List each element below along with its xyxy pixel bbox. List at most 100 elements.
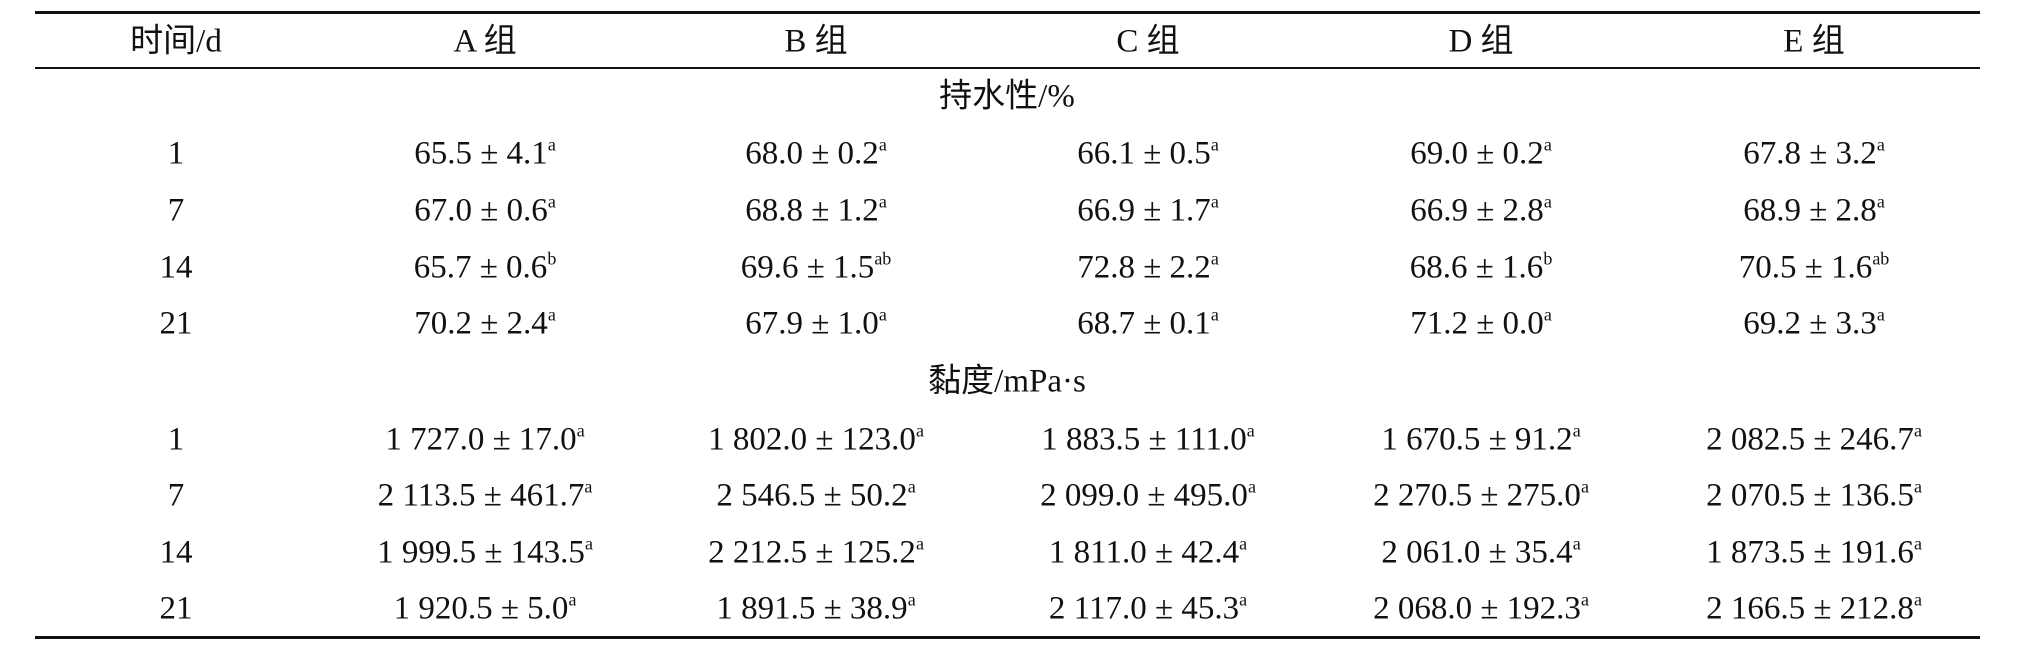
significance-letter: a	[1543, 304, 1552, 325]
significance-letter: a	[1580, 476, 1589, 497]
significance-letter: a	[1913, 476, 1922, 497]
value-text: 70.2 ± 2.4	[414, 305, 548, 342]
significance-letter: a	[1572, 533, 1581, 554]
value-text: 68.9 ± 2.8	[1743, 192, 1877, 229]
value-text: 1 873.5 ± 191.6	[1706, 534, 1914, 571]
value-text: 71.2 ± 0.0	[1410, 305, 1544, 342]
value-text: 70.5 ± 1.6	[1738, 249, 1873, 286]
value-cell: 2 082.5 ± 246.7a	[1706, 420, 1922, 458]
value-cell: 1 802.0 ± 123.0a	[708, 420, 924, 458]
value-cell: 68.8 ± 1.2a	[745, 191, 887, 229]
significance-letter: a	[878, 191, 887, 212]
value-text: 2 082.5 ± 246.7	[1706, 421, 1914, 458]
value-cell: 2 212.5 ± 125.2a	[708, 533, 924, 570]
significance-letter: a	[568, 589, 577, 610]
section-title: 持水性/%	[939, 78, 1075, 115]
header-cell: A 组	[453, 23, 517, 60]
header-cell: C 组	[1116, 23, 1180, 60]
significance-letter: a	[1876, 134, 1885, 155]
value-cell: 65.7 ± 0.6b	[413, 248, 557, 286]
value-cell: 1 920.5 ± 5.0a	[393, 589, 577, 627]
value-cell: 68.6 ± 1.6b	[1409, 248, 1553, 286]
header-cell: 时间/d	[130, 23, 222, 60]
value-cell: 69.6 ± 1.5ab	[741, 248, 892, 285]
significance-letter: a	[1247, 476, 1256, 497]
value-cell: 2 113.5 ± 461.7a	[377, 476, 593, 514]
value-cell: 2 270.5 ± 275.0a	[1373, 476, 1589, 514]
value-text: 1 883.5 ± 111.0	[1041, 421, 1247, 458]
value-text: 2 068.0 ± 192.3	[1373, 590, 1581, 627]
value-cell: 2 070.5 ± 136.5a	[1706, 476, 1922, 513]
significance-letter: a	[1239, 589, 1248, 610]
value-cell: 69.0 ± 0.2a	[1410, 134, 1552, 172]
value-text: 68.7 ± 0.1	[1077, 305, 1211, 342]
significance-letter: b	[547, 248, 557, 269]
value-text: 1 920.5 ± 5.0	[393, 590, 569, 627]
value-text: 66.9 ± 2.8	[1410, 192, 1544, 229]
value-cell: 65.5 ± 4.1a	[414, 136, 556, 171]
value-cell: 2 068.0 ± 192.3a	[1373, 590, 1589, 627]
significance-letter: a	[1246, 420, 1255, 441]
value-text: 1 999.5 ± 143.5	[377, 534, 585, 571]
value-text: 68.0 ± 0.2	[745, 135, 879, 172]
value-text: 1 802.0 ± 123.0	[708, 421, 916, 458]
value-text: 2 166.5 ± 212.8	[1706, 590, 1914, 627]
significance-letter: a	[1572, 420, 1581, 441]
value-text: 1 891.5 ± 38.9	[716, 590, 908, 627]
value-cell: 66.9 ± 2.8a	[1410, 191, 1552, 229]
value-text: 2 113.5 ± 461.7	[377, 477, 585, 514]
significance-letter: a	[584, 476, 593, 497]
significance-letter: a	[1913, 533, 1922, 554]
time-cell: 7	[167, 192, 185, 229]
significance-letter: a	[915, 533, 924, 554]
value-text: 2 270.5 ± 275.0	[1373, 477, 1581, 514]
value-cell: 68.0 ± 0.2a	[745, 135, 887, 172]
header-cell: E 组	[1783, 23, 1845, 60]
value-text: 2 099.0 ± 495.0	[1040, 477, 1248, 514]
significance-letter: a	[1543, 191, 1552, 212]
value-text: 67.9 ± 1.0	[745, 305, 879, 342]
significance-letter: a	[1543, 134, 1552, 155]
bottom-rule	[35, 636, 1980, 639]
significance-letter: a	[576, 420, 585, 441]
time-cell: 7	[167, 477, 185, 514]
significance-letter: a	[1239, 533, 1248, 554]
value-cell: 67.0 ± 0.6a	[414, 193, 556, 228]
value-text: 72.8 ± 2.2	[1077, 249, 1211, 286]
value-text: 65.7 ± 0.6	[413, 249, 548, 286]
significance-letter: a	[915, 420, 924, 441]
value-cell: 68.7 ± 0.1a	[1077, 304, 1219, 342]
value-text: 67.8 ± 3.2	[1743, 135, 1877, 172]
value-text: 69.2 ± 3.3	[1743, 305, 1877, 342]
value-cell: 67.9 ± 1.0a	[745, 304, 887, 342]
value-cell: 1 670.5 ± 91.2a	[1381, 420, 1581, 458]
value-cell: 1 727.0 ± 17.0a	[385, 420, 585, 457]
value-text: 68.6 ± 1.6	[1409, 249, 1544, 286]
header-rule	[35, 67, 1980, 69]
value-cell: 2 117.0 ± 45.3a	[1049, 589, 1248, 626]
value-cell: 66.1 ± 0.5a	[1077, 134, 1219, 171]
value-text: 66.9 ± 1.7	[1077, 192, 1211, 229]
value-cell: 1 891.5 ± 38.9a	[716, 590, 915, 627]
significance-letter: a	[878, 304, 887, 325]
significance-letter: a	[1210, 134, 1219, 155]
value-text: 69.0 ± 0.2	[1410, 135, 1544, 172]
value-cell: 70.5 ± 1.6ab	[1738, 249, 1890, 286]
value-cell: 67.8 ± 3.2a	[1743, 134, 1885, 172]
significance-letter: ab	[874, 248, 892, 269]
value-cell: 71.2 ± 0.0a	[1410, 304, 1552, 342]
value-text: 68.8 ± 1.2	[745, 192, 879, 229]
section-title: 黏度/mPa·s	[928, 363, 1086, 400]
time-cell: 1	[167, 135, 185, 172]
value-cell: 2 546.5 ± 50.2a	[716, 478, 915, 513]
significance-letter: a	[1913, 420, 1922, 441]
value-cell: 1 883.5 ± 111.0a	[1041, 420, 1255, 458]
significance-letter: b	[1543, 248, 1553, 269]
significance-letter: a	[1210, 304, 1219, 325]
significance-letter: a	[1876, 191, 1885, 212]
significance-letter: a	[1210, 248, 1219, 269]
value-cell: 2 166.5 ± 212.8a	[1706, 590, 1922, 627]
value-text: 1 670.5 ± 91.2	[1381, 421, 1573, 458]
time-cell: 1	[167, 421, 185, 458]
